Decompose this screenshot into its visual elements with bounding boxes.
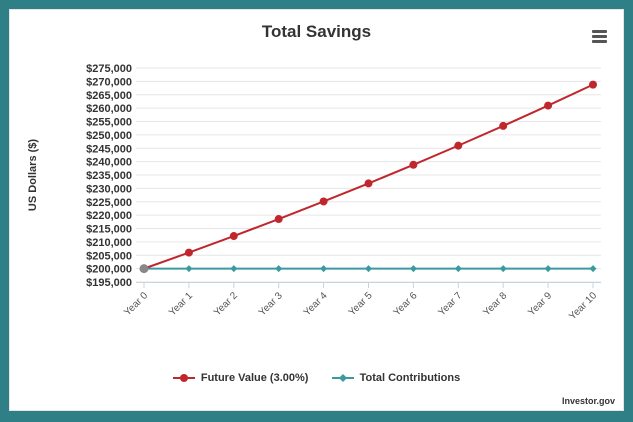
y-tick-label: $245,000	[86, 143, 132, 155]
y-tick-label: $255,000	[86, 117, 132, 129]
x-tick-label: Year 0	[122, 290, 150, 318]
data-point-future-value[interactable]	[454, 141, 463, 150]
data-point-total-contributions[interactable]	[275, 265, 283, 273]
chart-panel: Total Savings $195,000 $200,000 $205,000 $2…	[9, 9, 624, 411]
y-tick-label: $265,000	[86, 90, 132, 102]
x-tick-label: Year 1	[167, 290, 195, 318]
legend-label-future-value: Future Value (3.00%)	[200, 372, 309, 384]
data-point-future-value[interactable]	[409, 160, 418, 169]
data-point-future-value[interactable]	[139, 264, 149, 274]
y-tick-label: $270,000	[86, 76, 132, 88]
y-tick-label: $220,000	[86, 210, 132, 222]
x-tick-label: Year 2	[212, 290, 240, 318]
data-point-total-contributions[interactable]	[454, 265, 462, 273]
data-point-total-contributions[interactable]	[589, 265, 597, 273]
y-tick-label: $200,000	[86, 264, 132, 276]
y-tick-label: $250,000	[86, 130, 132, 142]
y-axis-title: US Dollars ($)	[27, 139, 39, 211]
x-tick-label: Year 7	[436, 290, 464, 318]
y-tick-label: $225,000	[86, 197, 132, 209]
data-point-total-contributions[interactable]	[185, 265, 193, 273]
legend-item-total-contributions[interactable]: Total Contributions	[331, 372, 461, 384]
data-point-future-value[interactable]	[229, 232, 238, 241]
x-tick-label: Year 6	[392, 290, 420, 318]
y-tick-label: $195,000	[86, 277, 132, 289]
legend-label-total-contributions: Total Contributions	[359, 372, 461, 384]
data-point-future-value[interactable]	[319, 197, 328, 206]
chart-legend: Future Value (3.00%) Total Contributions	[10, 372, 623, 384]
y-tick-label: $230,000	[86, 183, 132, 195]
y-tick-label: $260,000	[86, 103, 132, 115]
x-tick-label: Year 10	[567, 290, 599, 322]
data-point-total-contributions[interactable]	[320, 265, 328, 273]
x-tick-label: Year 5	[347, 290, 375, 318]
data-point-future-value[interactable]	[274, 215, 283, 224]
y-tick-label: $275,000	[86, 63, 132, 75]
y-tick-label: $205,000	[86, 250, 132, 262]
data-point-total-contributions[interactable]	[230, 265, 238, 273]
y-tick-label: $240,000	[86, 157, 132, 169]
legend-line-circle-icon	[172, 374, 195, 383]
x-tick-label: Year 4	[302, 290, 330, 318]
data-point-total-contributions[interactable]	[499, 265, 507, 273]
series-line-future-value	[143, 83, 594, 270]
data-point-total-contributions[interactable]	[544, 265, 552, 273]
data-point-future-value[interactable]	[589, 80, 597, 89]
line-chart: $195,000$200,000 $205,000$210,000$215,000…	[27, 63, 601, 322]
data-point-total-contributions[interactable]	[409, 265, 417, 273]
data-point-future-value[interactable]	[544, 101, 553, 110]
x-tick-label: Year 3	[257, 290, 285, 318]
x-tick-label: Year 8	[481, 290, 509, 318]
data-point-future-value[interactable]	[184, 248, 193, 257]
data-point-future-value[interactable]	[499, 121, 508, 130]
hamburger-menu-icon[interactable]	[592, 30, 607, 43]
y-tick-label: $215,000	[86, 224, 132, 236]
data-point-future-value[interactable]	[364, 179, 373, 188]
legend-item-future-value[interactable]: Future Value (3.00%)	[172, 372, 309, 384]
data-point-total-contributions[interactable]	[365, 265, 372, 273]
legend-line-diamond-icon	[331, 374, 354, 383]
y-tick-label: $210,000	[86, 237, 132, 249]
y-tick-label: $235,000	[86, 170, 132, 182]
credit-text: Investor.gov	[561, 396, 615, 406]
x-tick-label: Year 9	[526, 290, 554, 318]
chart-title: Total Savings	[261, 22, 372, 41]
